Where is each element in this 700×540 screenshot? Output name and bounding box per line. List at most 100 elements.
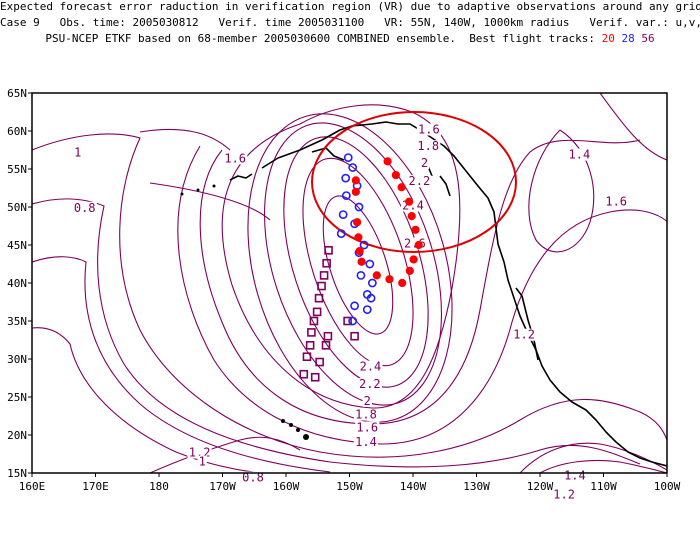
track-20-marker [351, 187, 360, 196]
track-56-marker [324, 246, 333, 255]
contour-1-8 [247, 113, 453, 423]
track-56-marker [319, 271, 329, 280]
contour-label: 1.4 [355, 435, 377, 449]
title-line-2: Case 9 Obs. time: 2005030812 Verif. time… [0, 16, 700, 29]
contour-label: 2 [421, 156, 428, 170]
island-oahu [289, 423, 293, 427]
lat-tick-label: 20N [7, 429, 27, 442]
track-28-marker [367, 278, 377, 288]
north-america-coast [261, 121, 667, 467]
title-line-3-text: PSU-NCEP ETKF based on 68-member 2005030… [45, 32, 602, 45]
island-aleutian-3 [212, 184, 216, 188]
contour-1-4b [539, 459, 667, 473]
track-20-marker [397, 183, 406, 192]
lon-tick-label: 180 [149, 480, 169, 493]
contour-label-bg [407, 175, 432, 188]
track-28-marker [341, 191, 351, 200]
contour-label: 2.4 [360, 360, 382, 374]
contour-label: 1.4 [564, 468, 586, 482]
contour-label: 1.6 [356, 420, 378, 434]
track-56-marker [302, 352, 312, 362]
lon-tick-label: 170E [82, 480, 109, 493]
contour-label-bg [512, 328, 537, 341]
lon-tick-label: 100W [654, 480, 681, 493]
coastlines [229, 121, 667, 467]
track-20-marker [385, 275, 394, 284]
track-28-marker [365, 259, 375, 269]
hawaii-islands [180, 184, 309, 440]
contour-label-bg [416, 140, 441, 153]
contour-label: 1 [199, 455, 206, 469]
track-28-marker [362, 305, 372, 314]
lon-tick-label: 150W [336, 480, 363, 493]
track-20-marker [383, 157, 392, 166]
track-20-marker [357, 257, 366, 266]
lat-tick-label: 65N [7, 87, 27, 100]
contour-0-8b [149, 436, 301, 473]
contour-label: 0.8 [74, 201, 96, 215]
track-28-marker [341, 173, 351, 183]
contour-2-6 [322, 195, 394, 335]
track-20-marker [409, 255, 418, 264]
lat-tick-label: 45N [7, 239, 27, 252]
lat-tick-label: 15N [7, 467, 27, 480]
island-maui [296, 428, 300, 432]
contour-1-4-ne [599, 93, 667, 161]
verification-region-circle [311, 111, 517, 253]
track-20-marker [354, 233, 363, 242]
lon-tick-label: 170W [209, 480, 236, 493]
contour-label: 1.6 [605, 195, 627, 209]
contour-2 [263, 122, 443, 406]
lon-tick-label: 160W [273, 480, 300, 493]
track-20-legend: 20 [601, 32, 615, 45]
contour-1 [32, 133, 667, 458]
contour-1-6-east [528, 129, 595, 253]
track-56-markers [299, 246, 359, 382]
contour-label-bg [353, 408, 379, 421]
contour-label: 0.8 [242, 471, 264, 485]
track-28-marker [359, 240, 369, 250]
island-aleutian-2 [196, 188, 200, 192]
contour-label-bg [419, 156, 430, 169]
contour-label: 1.6 [224, 151, 246, 165]
track-56-legend: 56 [641, 32, 655, 45]
track-20-marker [407, 212, 416, 221]
track-56-marker [317, 281, 326, 291]
track-56-marker [307, 328, 316, 337]
track-28-marker [336, 229, 346, 238]
track-28-marker [354, 202, 364, 212]
lat-tick-label: 60N [7, 125, 27, 138]
track-20-marker [414, 240, 423, 250]
latitude-axis: 15N 20N 25N 30N 35N 40N 45N 50N 55N 60N 65N [7, 87, 32, 480]
lat-tick-label: 35N [7, 315, 27, 328]
contour-0-8 [32, 198, 641, 468]
track-56-marker [323, 331, 333, 341]
lon-tick-label: 140W [400, 480, 427, 493]
lon-tick-label: 160E [19, 480, 46, 493]
contour-label-bg [357, 378, 382, 391]
lat-tick-label: 55N [7, 163, 27, 176]
contour-label-bg [355, 421, 380, 434]
track-56-marker [310, 372, 320, 382]
track-20-markers [351, 157, 423, 288]
track-28-marker [366, 293, 376, 303]
contour-1-6-west [149, 182, 271, 221]
contour-label: 2 [364, 394, 371, 408]
contour-label: 1.8 [417, 139, 439, 153]
lon-tick-label: 130W [463, 480, 490, 493]
contour-label: 1 [74, 145, 81, 159]
track-20-marker [355, 246, 364, 256]
island-aleutian-1 [180, 192, 184, 196]
track-56-marker [299, 369, 309, 379]
track-28-marker [350, 301, 359, 311]
lat-tick-label: 40N [7, 277, 27, 290]
contour-label-bg [240, 471, 266, 484]
contour-1-2 [139, 128, 667, 445]
lat-tick-label: 25N [7, 391, 27, 404]
contour-label-bg [604, 195, 629, 208]
track-20-marker [411, 225, 420, 234]
contour-0-6 [32, 256, 331, 473]
contour-label-bg [353, 435, 379, 448]
contour-label: 1.2 [513, 328, 535, 342]
